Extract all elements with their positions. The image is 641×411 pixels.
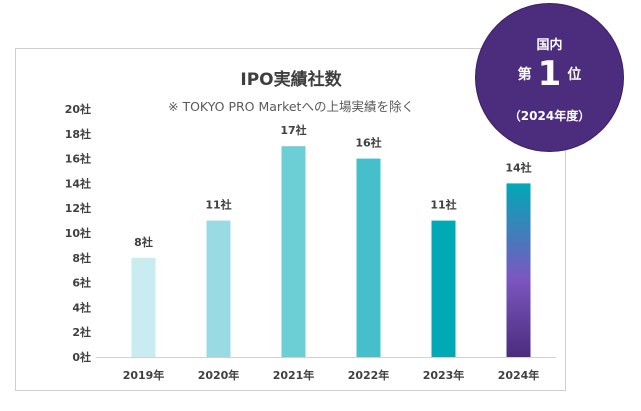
y-tick-label: 4社 [72,300,91,314]
badge-rank-number: 1 [537,54,562,94]
x-tick-label: 2019年 [123,368,165,382]
badge-rank-prefix: 第 [517,67,532,83]
y-tick-label: 12社 [65,201,91,215]
bar-2022年 [356,158,381,357]
ipo-bar-chart: IPO実績社数 ※ TOKYO PRO Marketへの上場実績を除く 0社 2社… [65,69,556,382]
x-tick-label: 2024年 [498,368,540,382]
bar-2023年 [431,220,456,357]
bar-2021年 [281,146,306,357]
chart-subtitle: ※ TOKYO PRO Marketへの上場実績を除く [168,99,414,114]
data-label: 8社 [134,235,153,249]
y-tick-label: 10社 [65,226,91,240]
chart-panel: IPO実績社数 ※ TOKYO PRO Marketへの上場実績を除く 0社 2社… [15,48,566,391]
y-tick-label: 2社 [72,325,91,339]
data-label: 11社 [205,198,231,212]
data-label: 17社 [280,123,306,137]
badge-region: 国内 [536,38,563,53]
y-tick-label: 18社 [65,127,91,141]
data-label: 14社 [505,160,531,174]
y-tick-label: 16社 [65,152,91,166]
bar-2019年 [131,257,156,357]
y-tick-label: 20社 [65,102,91,116]
y-tick-label: 6社 [72,276,91,290]
x-tick-label: 2023年 [423,368,465,382]
y-tick-label: 0社 [72,350,91,364]
y-tick-label: 14社 [65,176,91,190]
data-label: 11社 [430,198,456,212]
data-label: 16社 [355,136,381,150]
badge-rank-suffix: 位 [567,67,582,83]
x-tick-label: 2021年 [273,368,315,382]
bar-2020年 [206,220,231,357]
data-labels: 8社 11社 17社 16社 11社 14社 [134,123,531,249]
y-tick-label: 8社 [72,251,91,265]
badge-year: （2024年度） [508,109,591,123]
y-axis-ticks: 0社 2社 4社 6社 8社 10社 12社 14社 16社 18社 20社 [65,102,91,364]
x-axis-ticks: 2019年 2020年 2021年 2022年 2023年 2024年 [123,368,540,382]
x-tick-label: 2020年 [198,368,240,382]
bar-2024年 [506,183,531,357]
chart-title: IPO実績社数 [240,69,342,90]
bars [131,146,531,357]
x-tick-label: 2022年 [348,368,390,382]
